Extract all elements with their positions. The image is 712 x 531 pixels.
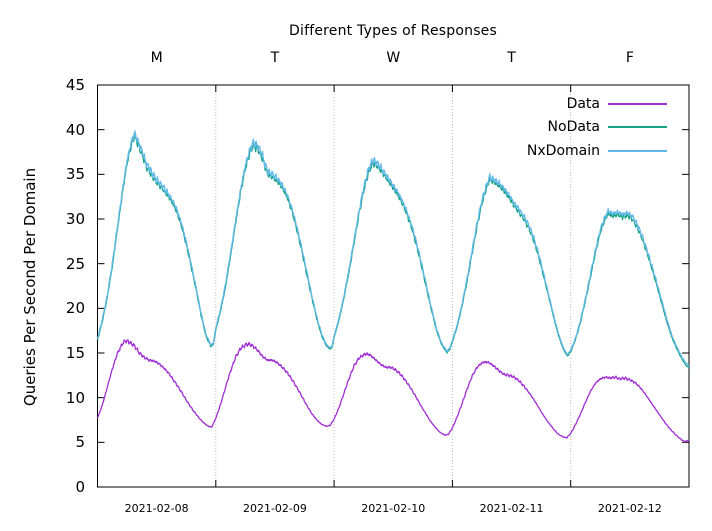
weekday-label: W — [386, 50, 401, 66]
legend: Data NoData NxDomain — [527, 92, 667, 163]
legend-label-nxdomain: NxDomain — [526, 142, 600, 159]
x-date-label: 2021-02-10 — [361, 502, 426, 515]
weekday-label: T — [507, 50, 516, 66]
y-tick-label: 30 — [65, 210, 85, 228]
legend-line-sample-nodata-icon — [608, 126, 667, 129]
weekday-label: M — [150, 50, 163, 66]
x-date-label: 2021-02-12 — [597, 502, 662, 515]
legend-row-nxdomain: NxDomain — [527, 139, 667, 163]
legend-label-data: Data — [566, 95, 600, 112]
series-line-data — [96, 339, 690, 443]
x-date-label: 2021-02-09 — [242, 502, 307, 515]
legend-row-data: Data — [527, 92, 667, 116]
y-tick-label: 20 — [65, 299, 85, 318]
x-date-label: 2021-02-11 — [479, 502, 544, 515]
legend-line-sample-data-icon — [608, 102, 667, 105]
series-line-nodata — [96, 133, 690, 369]
y-tick-label: 45 — [65, 76, 85, 94]
x-date-label: 2021-02-08 — [124, 502, 189, 515]
y-tick-label: 40 — [65, 120, 85, 139]
plot-border — [97, 84, 690, 488]
legend-label-nodata: NoData — [547, 119, 600, 136]
legend-line-sample-nxdomain-icon — [608, 149, 667, 152]
series-line-nxdomain — [96, 130, 690, 367]
y-tick-label: 35 — [65, 165, 85, 184]
weekday-label: F — [625, 50, 634, 66]
y-tick-label: 15 — [65, 344, 85, 362]
legend-row-nodata: NoData — [527, 116, 667, 140]
y-tick-label: 0 — [75, 478, 85, 496]
weekday-label: T — [270, 50, 280, 66]
chart-title: Different Types of Responses — [289, 23, 497, 39]
y-tick-label: 5 — [75, 433, 85, 452]
y-tick-label: 10 — [65, 388, 85, 407]
y-tick-label: 25 — [65, 254, 85, 273]
